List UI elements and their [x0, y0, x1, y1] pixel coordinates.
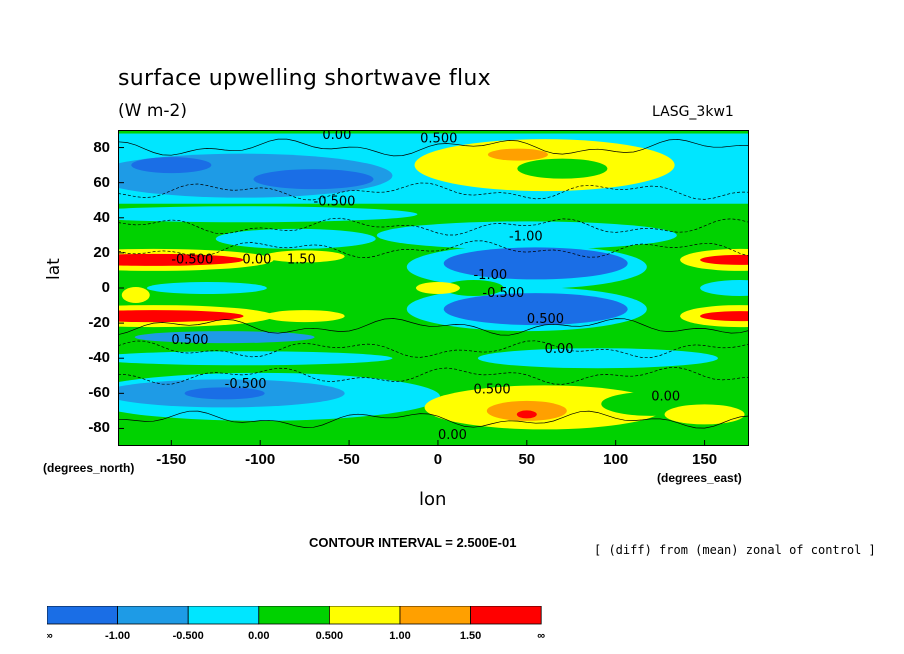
y-tick-label: -60	[88, 384, 110, 402]
colorbar-swatch	[117, 606, 189, 625]
colorbar-swatch	[328, 606, 401, 625]
contour-plot: 0.00 0.500-0.500-1.001.500.00-0.5000.500-…	[118, 130, 749, 446]
region-antarctic-max	[516, 410, 537, 419]
region-tropical-pacific-neg-s	[443, 293, 628, 326]
contour-label: 0.00	[651, 389, 680, 404]
region-s-subtropic-yellow-mid	[264, 310, 345, 323]
contour-label: -1.00	[473, 268, 507, 283]
region-antarctic-e-yellow	[664, 404, 745, 425]
y-tick-label: -20	[88, 314, 110, 332]
band-n-28-cyan	[215, 228, 376, 249]
region-w-edge-yellow	[121, 287, 150, 304]
colorbar-label: 1.50	[460, 630, 481, 642]
contour-line-3	[118, 240, 749, 259]
region-n-mid-lat-strong-neg-2	[253, 169, 374, 190]
colorbar-swatch	[470, 606, 542, 625]
colorbar-label: 0.500	[316, 630, 344, 642]
contour-line-0	[118, 138, 749, 157]
region-equator-pos	[415, 282, 460, 294]
x-tick-label: -100	[245, 451, 276, 468]
colorbar-label: -1.00	[105, 630, 130, 642]
y-tick-label: 0	[101, 279, 110, 296]
region-n-subtropic-pos-east	[700, 254, 749, 265]
contour-line-5	[118, 340, 749, 358]
region-n-subtropic-yellow-mid	[264, 250, 345, 263]
colorbar-label: 1.00	[389, 630, 410, 642]
x-tick-label: 150	[692, 451, 718, 468]
band-s-pole-green	[118, 435, 749, 446]
x-tick-label: 0	[433, 451, 443, 468]
contour-label: 0.500	[171, 333, 208, 348]
band-n-40-cyan	[118, 206, 418, 223]
contour-label: -0.500	[171, 252, 213, 267]
diff-note: [ (diff) from (mean) zonal of control ]	[594, 543, 876, 557]
y-tick-label: 60	[93, 173, 110, 191]
region-n-subtropic-pos-west	[118, 253, 244, 266]
region-arctic-green	[517, 158, 608, 179]
region-n-mid-lat-strong-neg	[131, 157, 212, 174]
colorbar-label: -∞	[47, 630, 53, 642]
contour-label: 0.500	[473, 382, 510, 397]
y-tick-label: -40	[88, 349, 110, 367]
contour-label: 1.50	[287, 252, 316, 267]
run-id-label: LASG_3kw1	[652, 104, 734, 120]
x-tick-label: -50	[338, 451, 360, 468]
band-s-40-east-cyan	[477, 348, 718, 369]
chart-title: surface upwelling shortwave flux	[118, 66, 491, 91]
region-arctic-orange	[487, 148, 548, 161]
region-w-equator-cyan	[146, 282, 267, 294]
contour-label: 0.00	[322, 130, 351, 143]
contour-line-7	[118, 410, 749, 429]
colorbar-label: ∞	[537, 630, 545, 642]
contour-label: -0.500	[482, 286, 524, 301]
units-label: (W m-2)	[118, 101, 187, 121]
contour-label: -1.00	[509, 230, 543, 245]
colorbar-swatch	[187, 606, 260, 625]
y-tick-label: 80	[93, 138, 110, 156]
contour-label: -0.500	[314, 194, 356, 209]
y-axis-label: lat	[44, 258, 64, 280]
region-tropical-pacific-neg-n	[443, 247, 628, 280]
x-axis-label: lon	[419, 489, 447, 510]
colorbar-label: 0.00	[248, 630, 269, 642]
contour-label: 0.500	[527, 312, 564, 327]
colorbar-swatch	[47, 606, 118, 625]
region-s-30-blue	[134, 331, 315, 344]
contour-label: 0.500	[420, 131, 457, 146]
region-s-subtropic-pos-west	[118, 310, 244, 323]
colorbar-swatch	[399, 606, 471, 625]
contour-label: 0.00	[242, 252, 271, 267]
y-tick-label: 20	[93, 243, 110, 261]
contour-label: -0.500	[225, 377, 267, 392]
x-axis-units: (degrees_east)	[657, 471, 742, 485]
region-s-mid-lat-strong-neg	[184, 387, 265, 400]
y-tick-label: 40	[93, 208, 110, 226]
band-s-40-cyan	[118, 351, 393, 366]
x-tick-label: -150	[156, 451, 187, 468]
colorbar: -∞ -1.00 -0.500 0.00 0.500 1.00 1.50 ∞	[47, 606, 545, 642]
x-tick-label: 100	[603, 451, 629, 468]
y-axis-units: (degrees_north)	[43, 461, 135, 475]
contour-label: 0.00	[438, 428, 467, 443]
band-n-30-cyan	[376, 221, 677, 250]
colorbar-label: -0.500	[173, 630, 204, 642]
region-e-equator-cyan	[700, 280, 749, 296]
contour-line-2	[118, 217, 749, 236]
region-s-subtropic-pos-east	[700, 311, 749, 322]
contour-label: 0.00	[545, 342, 574, 357]
y-tick-label: -80	[88, 419, 110, 437]
contour-interval: CONTOUR INTERVAL = 2.500E-01	[309, 535, 517, 550]
contour-line-4	[118, 318, 749, 336]
colorbar-swatch	[258, 606, 330, 625]
region-equator-green	[443, 280, 504, 296]
x-tick-label: 50	[518, 451, 536, 468]
